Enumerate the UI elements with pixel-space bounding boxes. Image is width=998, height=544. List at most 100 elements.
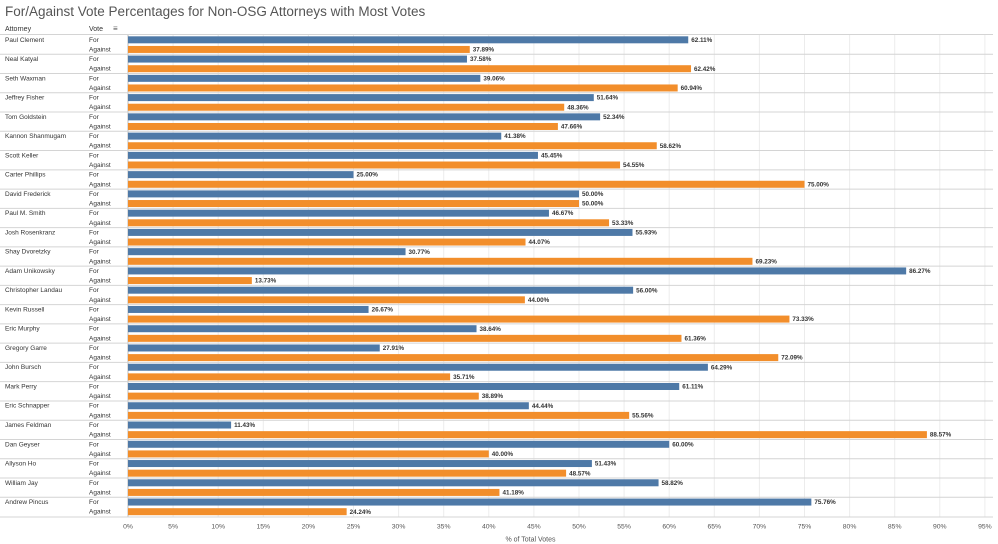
bar-for[interactable] [128, 248, 406, 256]
bar-for[interactable] [128, 498, 812, 506]
bar-against[interactable] [128, 45, 470, 53]
bar-for[interactable] [128, 479, 659, 487]
data-label-for: 75.76% [814, 499, 836, 506]
data-label-for: 64.29% [711, 364, 733, 371]
data-label-for: 45.45% [541, 152, 563, 159]
sort-icon[interactable]: ≡ [113, 24, 118, 33]
bar-for[interactable] [128, 132, 502, 140]
data-label-for: 39.06% [483, 75, 505, 82]
bar-against[interactable] [128, 469, 567, 477]
data-label-against: 54.55% [623, 162, 645, 169]
data-label-for: 51.64% [597, 95, 619, 102]
vote-label-against: Against [89, 316, 111, 323]
bar-against[interactable] [128, 373, 451, 381]
attorney-label: Neal Katyal [5, 56, 39, 63]
vote-label-against: Against [89, 201, 111, 208]
data-label-for: 37.58% [470, 56, 492, 63]
data-label-for: 26.67% [372, 307, 394, 314]
bar-for[interactable] [128, 325, 477, 333]
tick-label: 55% [617, 524, 631, 531]
vote-label-for: For [89, 152, 100, 159]
bar-against[interactable] [128, 219, 610, 227]
bar-against[interactable] [128, 431, 927, 439]
data-label-for: 56.00% [636, 287, 658, 294]
attorney-label: Seth Waxman [5, 75, 46, 82]
bar-for[interactable] [128, 228, 633, 236]
attorney-label: Andrew Pincus [5, 499, 49, 506]
bar-for[interactable] [128, 190, 579, 198]
bar-for[interactable] [128, 94, 594, 102]
vote-label-for: For [89, 191, 100, 198]
bar-against[interactable] [128, 180, 805, 188]
attorney-label: Tom Goldstein [5, 114, 47, 121]
bar-against[interactable] [128, 354, 779, 362]
attorney-label: Paul M. Smith [5, 210, 46, 217]
bar-against[interactable] [128, 161, 621, 169]
bar-against[interactable] [128, 84, 678, 92]
bar-against[interactable] [128, 277, 252, 285]
bar-against[interactable] [128, 122, 558, 130]
bar-against[interactable] [128, 65, 692, 73]
bar-against[interactable] [128, 142, 657, 150]
bar-for[interactable] [128, 74, 481, 82]
data-label-against: 53.33% [612, 220, 634, 227]
bar-for[interactable] [128, 363, 708, 371]
bar-against[interactable] [128, 238, 526, 246]
vote-label-against: Against [89, 66, 111, 73]
bar-against[interactable] [128, 334, 682, 342]
bar-for[interactable] [128, 305, 369, 313]
vote-column-header[interactable]: Vote [89, 26, 104, 33]
bar-for[interactable] [128, 402, 529, 410]
bar-for[interactable] [128, 36, 689, 44]
bar-against[interactable] [128, 450, 489, 458]
data-label-for: 86.27% [909, 268, 931, 275]
tick-label: 5% [168, 524, 178, 531]
vote-label-against: Against [89, 355, 111, 362]
vote-label-for: For [89, 37, 100, 44]
bar-for[interactable] [128, 344, 380, 352]
vote-label-against: Against [89, 297, 111, 304]
bar-for[interactable] [128, 113, 601, 121]
data-label-for: 50.00% [582, 191, 604, 198]
bar-for[interactable] [128, 209, 549, 217]
vote-label-for: For [89, 287, 100, 294]
bar-for[interactable] [128, 440, 670, 448]
data-label-for: 46.67% [552, 210, 574, 217]
data-label-against: 75.00% [808, 181, 830, 188]
x-axis-label: % of Total Votes [505, 537, 556, 544]
bar-for[interactable] [128, 286, 634, 294]
vote-label-for: For [89, 403, 100, 410]
vote-label-for: For [89, 422, 100, 429]
data-label-against: 72.09% [781, 355, 803, 362]
bar-for[interactable] [128, 460, 592, 468]
tick-label: 95% [978, 524, 992, 531]
bar-against[interactable] [128, 200, 579, 208]
bar-for[interactable] [128, 421, 232, 429]
data-label-for: 38.64% [480, 326, 502, 333]
bar-for[interactable] [128, 55, 467, 63]
bar-against[interactable] [128, 488, 500, 496]
bar-against[interactable] [128, 315, 790, 323]
vote-label-against: Against [89, 220, 111, 227]
data-label-against: 47.66% [561, 124, 583, 131]
bar-for[interactable] [128, 151, 538, 159]
data-label-for: 52.34% [603, 114, 625, 121]
bar-for[interactable] [128, 171, 354, 179]
bar-against[interactable] [128, 103, 565, 111]
bar-against[interactable] [128, 508, 347, 516]
bar-for[interactable] [128, 382, 680, 390]
bar-against[interactable] [128, 257, 753, 265]
bar-against[interactable] [128, 392, 479, 400]
data-label-against: 61.36% [684, 335, 706, 342]
bar-for[interactable] [128, 267, 907, 275]
tick-label: 70% [753, 524, 767, 531]
bar-against[interactable] [128, 411, 630, 419]
tick-label: 10% [211, 524, 225, 531]
data-label-against: 60.94% [681, 85, 703, 92]
data-label-against: 44.07% [529, 239, 551, 246]
vote-label-against: Against [89, 239, 111, 246]
bar-against[interactable] [128, 296, 525, 304]
vote-label-for: For [89, 345, 100, 352]
attorney-label: Kannon Shanmugam [5, 133, 66, 140]
tick-label: 40% [482, 524, 496, 531]
